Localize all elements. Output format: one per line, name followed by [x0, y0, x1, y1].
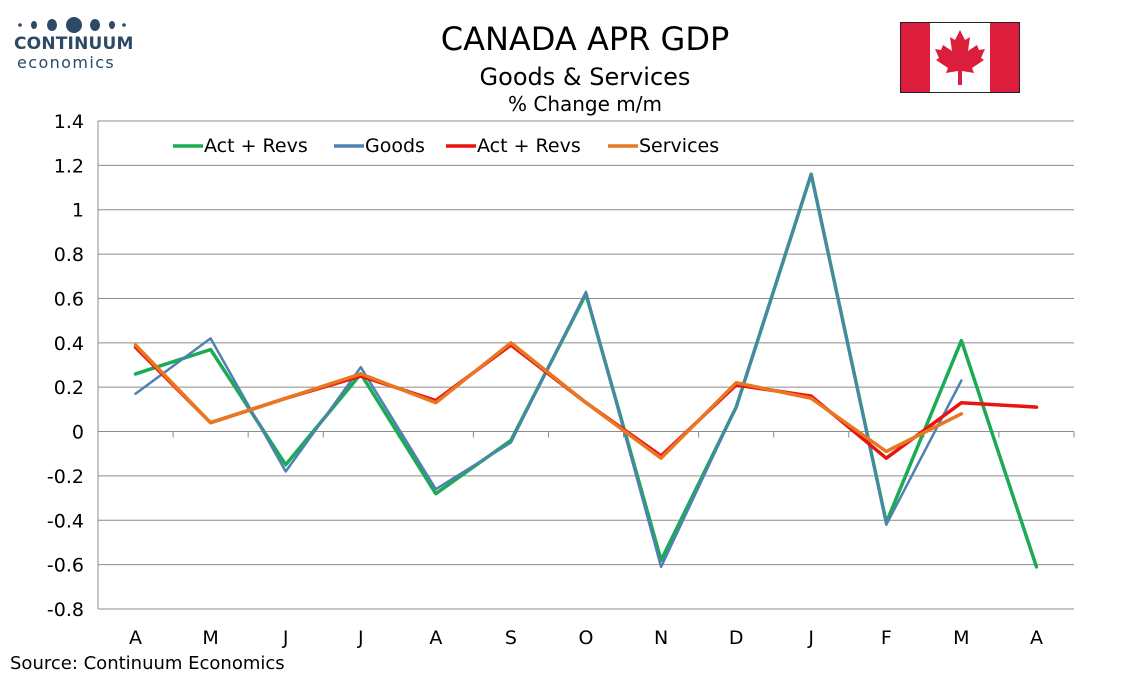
- y-tick-label: -0.6: [47, 555, 84, 577]
- logo-dot: [47, 19, 57, 31]
- series-line-1: [134, 172, 963, 569]
- chart-subtitle: Goods & Services: [479, 63, 691, 91]
- y-tick-label: 0: [72, 422, 84, 444]
- legend-label: Act + Revs: [204, 135, 308, 157]
- y-tick-label: 1.2: [54, 155, 84, 177]
- flag-right-band: [990, 23, 1019, 92]
- legend-label: Goods: [365, 135, 425, 157]
- series-line-3: [133, 341, 964, 460]
- x-tick-label: O: [579, 627, 594, 649]
- x-tick-label: A: [129, 627, 142, 649]
- chart-title: CANADA APR GDP: [440, 20, 730, 58]
- y-tick-label: -0.4: [47, 510, 84, 532]
- logo-dot: [90, 19, 100, 31]
- x-tick-label: A: [429, 627, 442, 649]
- logo: CONTINUUM economics: [14, 34, 134, 72]
- logo-dot: [66, 17, 82, 33]
- y-tick-label: 1.4: [54, 111, 84, 133]
- series-line-0: [133, 172, 1039, 569]
- logo-dot: [122, 23, 126, 27]
- legend: Act + Revs Goods Act + Revs Services: [173, 135, 719, 157]
- x-tick-label: J: [807, 627, 814, 649]
- logo-dot: [31, 21, 37, 29]
- legend-label: Services: [639, 135, 719, 157]
- x-tick-label: A: [1030, 627, 1043, 649]
- legend-label: Act + Revs: [477, 135, 581, 157]
- x-tick-label: S: [505, 627, 517, 649]
- x-tick-label: N: [654, 627, 668, 649]
- chart-unit-subtitle: % Change m/m: [508, 92, 662, 116]
- y-tick-label: -0.2: [47, 466, 84, 488]
- logo-mark: [18, 17, 126, 33]
- x-tick-label: J: [282, 627, 289, 649]
- y-tick-label: 0.2: [54, 377, 84, 399]
- gridlines: [98, 120, 1074, 610]
- series-lines: [133, 172, 1039, 569]
- axes: 1.4 1.2 1 0.8 0.6 0.4 0.2 0 -0.2 -0.4 -0.6 -0.8 A M J J…: [47, 111, 1075, 649]
- y-tick-label: 0.4: [54, 333, 84, 355]
- x-tick-label: D: [729, 627, 744, 649]
- logo-dot: [18, 23, 22, 27]
- source-note: Source: Continuum Economics: [10, 653, 285, 674]
- x-tick-label: M: [953, 627, 969, 649]
- logo-sub: economics: [17, 53, 116, 72]
- canada-flag-icon: [900, 22, 1020, 93]
- y-tick-label: 0.6: [54, 288, 84, 310]
- x-tick-label: F: [881, 627, 892, 649]
- x-tick-label: J: [357, 627, 364, 649]
- logo-dot: [109, 21, 115, 29]
- logo-name: CONTINUUM: [14, 34, 134, 54]
- maple-leaf-icon: [935, 30, 985, 85]
- y-tick-label: 1: [72, 200, 84, 222]
- x-tick-label: M: [202, 627, 218, 649]
- y-tick-label: 0.8: [54, 244, 84, 266]
- flag-left-band: [901, 23, 930, 92]
- y-tick-label: -0.8: [47, 599, 84, 621]
